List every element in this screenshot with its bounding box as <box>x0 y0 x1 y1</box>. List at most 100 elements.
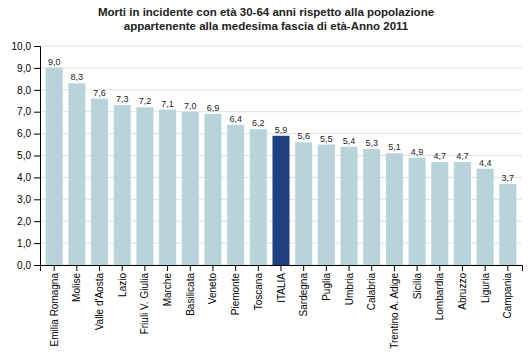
tick-label: 1,0 <box>17 238 31 249</box>
tick-label: Calabria <box>366 273 377 311</box>
tick-mark <box>144 265 145 271</box>
tick-label: 3,0 <box>17 194 31 205</box>
grid-line <box>40 67 522 68</box>
tick-label: Puglia <box>321 273 332 301</box>
tick: 3,0 <box>17 194 40 205</box>
data-label: 7,2 <box>139 96 152 106</box>
title-line: Morti in incidente con età 30-64 anni ri… <box>98 6 434 18</box>
tick-mark <box>235 265 236 271</box>
tick: Friuli V. Giulia <box>139 265 150 334</box>
tick: Trentino A. Adige <box>389 265 400 349</box>
tick-mark <box>122 265 123 271</box>
tick-label: Campania <box>502 273 513 319</box>
data-label: 5,5 <box>320 134 333 144</box>
grid <box>40 46 522 265</box>
tick: Lazio <box>117 265 128 297</box>
tick-label: 7,0 <box>17 106 31 117</box>
data-label: 4,9 <box>411 147 424 157</box>
tick-label: Emilia Romagna <box>49 273 60 347</box>
bar <box>91 99 108 265</box>
tick-mark <box>281 265 282 271</box>
tick: Liguria <box>480 265 491 303</box>
tick-label: Friuli V. Giulia <box>139 273 150 335</box>
bar <box>341 147 358 265</box>
bar <box>68 83 85 265</box>
data-label: 7,6 <box>93 88 106 98</box>
tick-mark <box>303 265 304 271</box>
tick-label: Marche <box>162 273 173 307</box>
axis-line <box>34 47 41 266</box>
tick-mark <box>371 265 372 271</box>
tick: 4,0 <box>17 172 40 183</box>
bar <box>499 184 516 265</box>
tick: Puglia <box>321 265 332 301</box>
data-label: 4,4 <box>479 158 492 168</box>
tick-mark <box>439 265 440 271</box>
bar <box>136 107 153 265</box>
tick-mark <box>34 265 40 266</box>
tick: Sardegna <box>298 265 309 316</box>
tick-label: Lazio <box>117 273 128 297</box>
data-label: 5,1 <box>388 142 401 152</box>
tick-mark <box>54 265 55 271</box>
bar <box>363 149 380 265</box>
tick: 1,0 <box>17 238 40 249</box>
tick-label: Valle d'Aosta <box>94 273 105 331</box>
y-axis: 0,01,02,03,04,05,06,07,08,09,010,0 <box>12 41 41 271</box>
data-label: 6,4 <box>229 114 242 124</box>
tick: Molise <box>71 265 82 302</box>
bar <box>46 68 63 265</box>
tick-mark <box>485 265 486 271</box>
tick-mark <box>394 265 395 271</box>
tick: 0,0 <box>17 260 40 271</box>
tick-label: ITALIA <box>276 273 287 303</box>
tick-label: Basilicata <box>185 273 196 316</box>
tick-label: Piemonte <box>230 273 241 316</box>
tick-mark <box>34 68 40 69</box>
tick-mark <box>258 265 259 271</box>
data-label: 8,3 <box>71 72 84 82</box>
data-label: 7,0 <box>184 101 197 111</box>
bar <box>477 169 494 265</box>
tick-label: Sicilia <box>412 273 423 300</box>
tick-label: Sardegna <box>298 273 309 317</box>
plot: 9,08,37,67,37,27,17,06,96,46,25,95,65,55… <box>12 41 523 349</box>
tick-mark <box>167 265 168 271</box>
tick-label: 5,0 <box>17 150 31 161</box>
x-axis: Emilia Romagna Molise Valle d'Aosta Lazio Fr… <box>41 265 523 349</box>
bar <box>227 125 244 265</box>
tick-mark <box>76 265 77 271</box>
data-label: 4,7 <box>456 151 469 161</box>
title: Morti in incidente con età 30-64 anni ri… <box>98 6 434 32</box>
tick-label: 8,0 <box>17 85 31 96</box>
bar <box>318 145 335 265</box>
bars <box>46 68 517 265</box>
data-label: 7,3 <box>116 94 129 104</box>
tick-label: Abruzzo <box>457 273 468 310</box>
tick: Campania <box>502 265 513 319</box>
tick-label: Toscana <box>253 273 264 311</box>
tick: 6,0 <box>17 128 40 139</box>
tick: Sicilia <box>412 265 423 299</box>
bar <box>182 112 199 265</box>
bar <box>204 114 221 265</box>
tick-label: 10,0 <box>12 41 32 52</box>
tick-label: 4,0 <box>17 172 31 183</box>
tick: 10,0 <box>12 41 40 52</box>
tick: Umbria <box>344 265 355 305</box>
tick-mark <box>349 265 350 271</box>
tick: 8,0 <box>17 85 40 96</box>
tick-label: 0,0 <box>17 260 31 271</box>
tick: Marche <box>162 265 173 306</box>
tick-mark <box>99 265 100 271</box>
tick-mark <box>34 156 40 157</box>
grid-line <box>40 46 522 47</box>
tick: Toscana <box>253 265 264 310</box>
tick: Lombardia <box>434 265 445 320</box>
axis-line <box>41 266 523 272</box>
tick-mark <box>507 265 508 271</box>
tick-mark <box>34 134 40 135</box>
tick-mark <box>462 265 463 271</box>
data-label: 5,3 <box>365 138 378 148</box>
tick: 9,0 <box>17 63 40 74</box>
